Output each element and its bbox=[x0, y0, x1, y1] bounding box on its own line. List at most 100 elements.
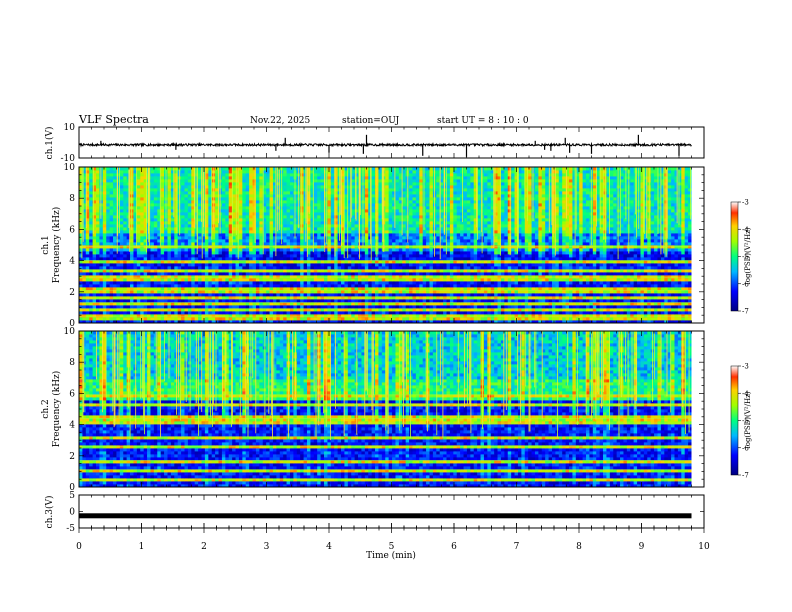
spectrogram-cell bbox=[630, 263, 635, 267]
spectrogram-cell bbox=[262, 308, 267, 312]
spectrogram-cell bbox=[599, 302, 604, 306]
spectrogram-cell bbox=[96, 311, 100, 315]
spectrogram-cell bbox=[487, 278, 492, 282]
spectrogram-cell bbox=[606, 314, 611, 318]
spectrogram-cell bbox=[126, 266, 131, 270]
spectrogram-cell bbox=[422, 317, 427, 321]
spectrogram-cell bbox=[575, 263, 580, 267]
spectrogram-cell bbox=[514, 299, 519, 303]
spectrogram-cell bbox=[551, 260, 556, 264]
spectrogram-cell bbox=[201, 266, 206, 270]
spectrogram-cell bbox=[130, 290, 134, 294]
spectrogram-cell bbox=[579, 314, 584, 318]
spectrogram-cell bbox=[466, 275, 471, 279]
spectrogram-cell bbox=[324, 311, 328, 315]
spectrogram-cell bbox=[358, 308, 362, 312]
spectrogram-cell bbox=[582, 257, 587, 261]
spectrogram-cell bbox=[640, 254, 645, 258]
spectrogram-cell bbox=[572, 281, 577, 285]
spectrogram-cell bbox=[429, 305, 434, 309]
spectrogram-cell bbox=[177, 248, 182, 252]
spectrogram-cell bbox=[470, 290, 475, 294]
spectrogram-cell bbox=[409, 305, 413, 309]
spectrogram-cell bbox=[385, 254, 390, 258]
spectrogram-cell bbox=[565, 275, 570, 279]
spectrogram-cell bbox=[626, 275, 631, 279]
spectrogram-cell bbox=[276, 305, 281, 309]
spectrogram-cell bbox=[259, 305, 264, 309]
spectrogram-cell bbox=[395, 287, 400, 291]
spectrogram-cell bbox=[184, 290, 189, 294]
spectrogram-cell bbox=[153, 311, 158, 315]
spectrogram-cell bbox=[364, 254, 369, 258]
spectrogram-cell bbox=[259, 281, 264, 285]
spectrogram-cell bbox=[99, 293, 104, 297]
spectrogram-cell bbox=[654, 257, 658, 261]
spectrogram-cell bbox=[538, 269, 543, 273]
spectrogram-cell bbox=[303, 311, 308, 315]
spectrogram-cell bbox=[324, 278, 328, 282]
spectrogram-cell bbox=[181, 308, 185, 312]
spectrogram-cell bbox=[507, 296, 512, 300]
spectrogram-cell bbox=[313, 260, 318, 264]
spectrogram-cell bbox=[286, 308, 291, 312]
spectrogram-cell bbox=[187, 266, 192, 270]
spectrogram-cell bbox=[252, 320, 257, 324]
spectrogram-cell bbox=[361, 314, 366, 318]
spectrogram-cell bbox=[582, 260, 587, 264]
spectrogram-cell bbox=[528, 305, 532, 309]
spectrogram-cell bbox=[630, 320, 635, 324]
spectrogram-cell bbox=[167, 260, 172, 264]
spectrogram-cell bbox=[677, 317, 682, 321]
spectrogram-cell bbox=[232, 284, 236, 288]
spectrogram-cell bbox=[150, 257, 155, 261]
spectrogram-cell bbox=[174, 290, 179, 294]
spectrogram-cell bbox=[528, 248, 532, 252]
spectrogram-cell bbox=[436, 248, 441, 252]
spectrogram-cell bbox=[432, 275, 437, 279]
spectrogram-cell bbox=[592, 260, 597, 264]
spectrogram-cell bbox=[371, 290, 376, 294]
spectrogram-cell bbox=[170, 278, 175, 282]
spectrogram-cell bbox=[494, 302, 498, 306]
spectrogram-cell bbox=[167, 284, 172, 288]
spectrogram-cell bbox=[538, 293, 543, 297]
spectrogram-cell bbox=[174, 278, 179, 282]
spectrogram-cell bbox=[684, 314, 689, 318]
spectrogram-cell bbox=[494, 308, 498, 312]
spectrogram-cell bbox=[320, 290, 325, 294]
spectrogram-cell bbox=[385, 320, 390, 324]
spectrogram-cell bbox=[211, 299, 216, 303]
spectrogram-cell bbox=[637, 317, 641, 321]
spectrogram-cell bbox=[381, 317, 386, 321]
spectrogram-cell bbox=[579, 284, 584, 288]
spectrogram-cell bbox=[262, 317, 267, 321]
spectrogram-cell bbox=[643, 269, 648, 273]
spectrogram-cell bbox=[422, 257, 427, 261]
spectrogram-cell bbox=[245, 302, 250, 306]
spectrogram-cell bbox=[616, 278, 621, 282]
spectrogram-cell bbox=[538, 317, 543, 321]
spectrogram-cell bbox=[456, 320, 461, 324]
spectrogram-cell bbox=[569, 284, 573, 288]
spectrogram-cell bbox=[184, 263, 189, 267]
spectrogram-cell bbox=[671, 284, 675, 288]
spectrogram-cell bbox=[613, 281, 618, 285]
spectrogram-cell bbox=[85, 287, 90, 291]
spectrogram-cell bbox=[82, 242, 87, 246]
spectrogram-cell bbox=[208, 260, 213, 264]
spectrogram-cell bbox=[606, 290, 611, 294]
spectrogram-cell bbox=[432, 305, 437, 309]
spectrogram-cell bbox=[85, 299, 90, 303]
spectrogram-cell bbox=[364, 317, 369, 321]
spectrogram-cell bbox=[150, 281, 155, 285]
spectrogram-cell bbox=[633, 263, 638, 267]
spectrogram-cell bbox=[660, 305, 665, 309]
spectrogram-cell bbox=[85, 251, 90, 255]
spectrogram-cell bbox=[487, 281, 492, 285]
spectrogram-cell bbox=[504, 278, 509, 282]
spectrogram-cell bbox=[545, 251, 549, 255]
spectrogram-cell bbox=[150, 308, 155, 312]
spectrogram-cell bbox=[306, 320, 311, 324]
spectrogram-cell bbox=[296, 257, 301, 261]
